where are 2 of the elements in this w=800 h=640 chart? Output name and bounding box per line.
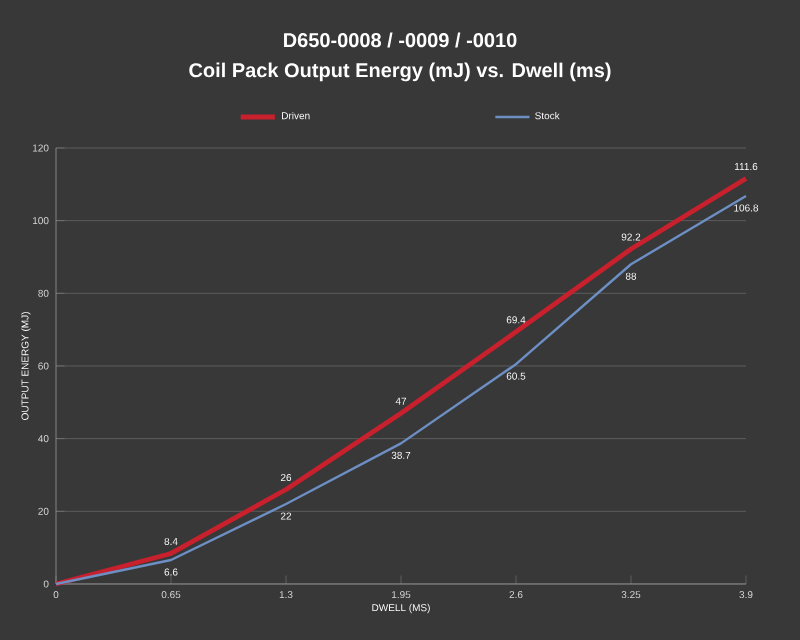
chart-title: D650-0008 / -0009 / -0010 [284,32,517,48]
chart-subtitle: Coil Pack Output Energy (mJ) vs. Dwell (ms) [189,62,611,82]
